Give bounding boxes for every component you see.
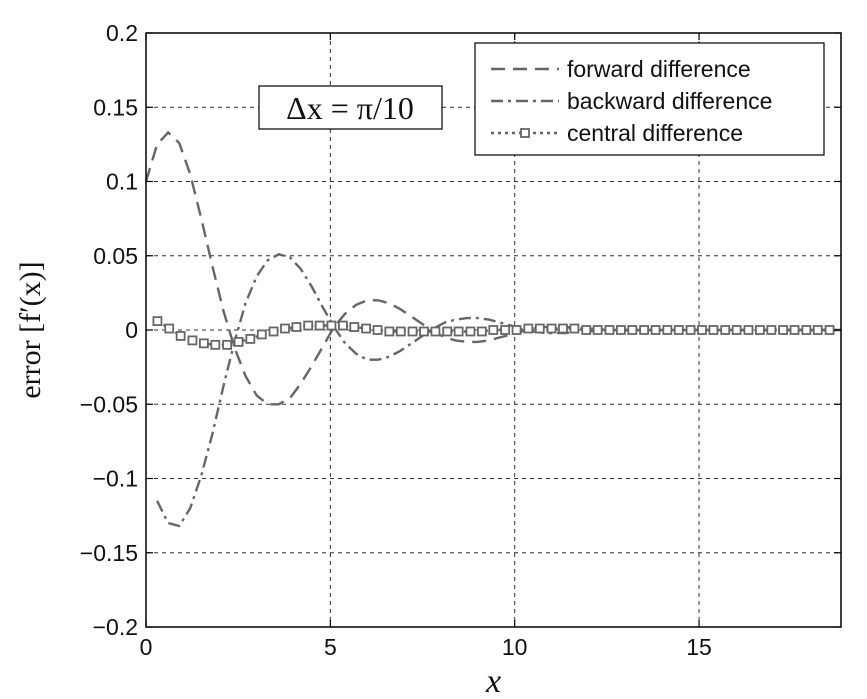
central-difference-point (175, 331, 186, 341)
central-difference-point (465, 326, 476, 337)
central-difference-point (615, 325, 626, 335)
central-difference-point (442, 326, 453, 337)
central-difference-point (546, 323, 557, 334)
central-difference-point (558, 323, 568, 334)
central-difference-point (326, 320, 337, 331)
central-difference-point (534, 323, 545, 334)
legend-label: central difference (567, 120, 743, 146)
central-difference-point (511, 325, 522, 335)
x-tick-label: 5 (324, 634, 337, 660)
y-axis-label: error [f′(x)] (14, 261, 47, 398)
central-difference-point (256, 329, 267, 340)
central-difference-point (523, 323, 534, 334)
central-difference-point (708, 325, 719, 335)
y-tick-label: 0.1 (106, 169, 138, 195)
central-difference-point (453, 326, 464, 337)
central-difference-point (233, 336, 244, 347)
central-difference-point (604, 325, 615, 335)
x-tick-label: 15 (686, 634, 712, 660)
central-difference-point (627, 325, 638, 335)
central-difference-point (685, 325, 696, 335)
central-difference-point (488, 325, 499, 335)
central-difference-point (778, 325, 789, 335)
legend-label: forward difference (567, 56, 751, 82)
legend-marker (520, 128, 530, 138)
annotation-frame (258, 85, 443, 130)
y-tick-label: 0.05 (93, 243, 138, 269)
central-difference-point (395, 326, 406, 337)
central-difference-point (152, 316, 163, 326)
central-difference-point (639, 325, 650, 335)
annotation-label: Δx = π/10 (286, 90, 414, 126)
x-axis-label: x (485, 663, 501, 699)
central-difference-point (581, 325, 592, 335)
x-tick-label: 10 (502, 634, 528, 660)
central-difference-point (419, 326, 429, 337)
central-difference-point (245, 334, 256, 344)
central-difference-point (268, 326, 279, 337)
central-difference-point (337, 320, 348, 331)
central-difference-point (743, 325, 754, 335)
central-difference-point (824, 325, 835, 335)
y-tick-label: −0.2 (93, 614, 138, 640)
central-difference-point (187, 335, 198, 346)
central-difference-point (697, 325, 707, 335)
central-difference-point (407, 326, 418, 337)
central-difference-point (812, 325, 823, 335)
central-difference-point (592, 325, 603, 335)
central-difference-point (766, 325, 777, 335)
central-difference-point (384, 326, 395, 337)
central-difference-point (222, 339, 233, 350)
central-difference-point (349, 322, 360, 332)
central-difference-point (569, 323, 580, 334)
central-difference-point (789, 325, 800, 335)
y-tick-label: −0.1 (93, 466, 138, 492)
central-difference-point (673, 325, 684, 335)
central-difference-point (372, 325, 383, 335)
central-difference-point (198, 338, 209, 349)
ticks: 0 5 10 15 −0.2 −0.15 −0.1 −0.05 0 0.05 0.1 0.15 0.2 (80, 20, 841, 660)
central-difference-point (164, 323, 175, 334)
central-difference-point (801, 325, 812, 335)
x-tick-label: 0 (140, 634, 153, 660)
central-difference-point (720, 325, 731, 335)
central-difference-point (500, 325, 511, 335)
central-difference-point (291, 322, 302, 332)
legend: forward difference backward difference cen… (474, 42, 825, 156)
central-difference-point (662, 325, 673, 335)
y-tick-label: 0 (125, 317, 138, 343)
central-difference-point (731, 325, 742, 335)
central-difference-point (280, 323, 290, 334)
central-difference-point (210, 339, 221, 350)
y-tick-label: 0.2 (106, 20, 138, 46)
series-line-2 (156, 253, 841, 528)
central-difference-point (314, 320, 325, 331)
annotation-box: Δx = π/10 (258, 85, 443, 130)
central-difference-point (303, 320, 314, 331)
series (144, 130, 841, 528)
central-difference-point (476, 326, 487, 337)
legend-label: backward difference (567, 88, 772, 114)
legend-frame (474, 42, 825, 156)
central-difference-point (650, 325, 661, 335)
central-difference-point (754, 325, 765, 335)
y-tick-label: −0.15 (80, 540, 138, 566)
central-difference-point (430, 326, 441, 337)
y-tick-label: −0.05 (80, 391, 138, 417)
central-difference-point (361, 323, 372, 334)
y-tick-label: 0.15 (93, 94, 138, 120)
